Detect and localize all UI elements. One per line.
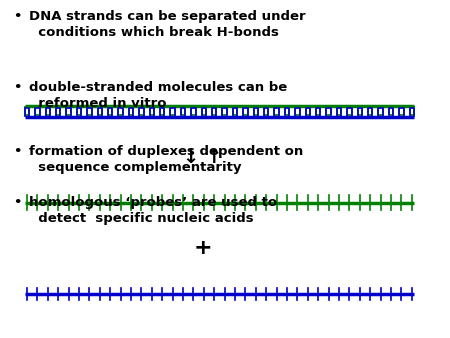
Text: double-stranded molecules can be
  reformed in vitro: double-stranded molecules can be reforme… bbox=[29, 81, 288, 110]
Text: homologous ‘probes’ are used to
  detect  specific nucleic acids: homologous ‘probes’ are used to detect s… bbox=[29, 196, 277, 224]
Text: +: + bbox=[193, 238, 212, 259]
Text: •: • bbox=[14, 81, 22, 94]
Text: formation of duplexes dependent on
  sequence complementarity: formation of duplexes dependent on seque… bbox=[29, 145, 303, 174]
Text: •: • bbox=[14, 145, 22, 158]
Text: •: • bbox=[14, 10, 22, 23]
Text: DNA strands can be separated under
  conditions which break H-bonds: DNA strands can be separated under condi… bbox=[29, 10, 306, 39]
Text: ↓ ↑: ↓ ↑ bbox=[183, 148, 222, 167]
Text: •: • bbox=[14, 196, 22, 209]
